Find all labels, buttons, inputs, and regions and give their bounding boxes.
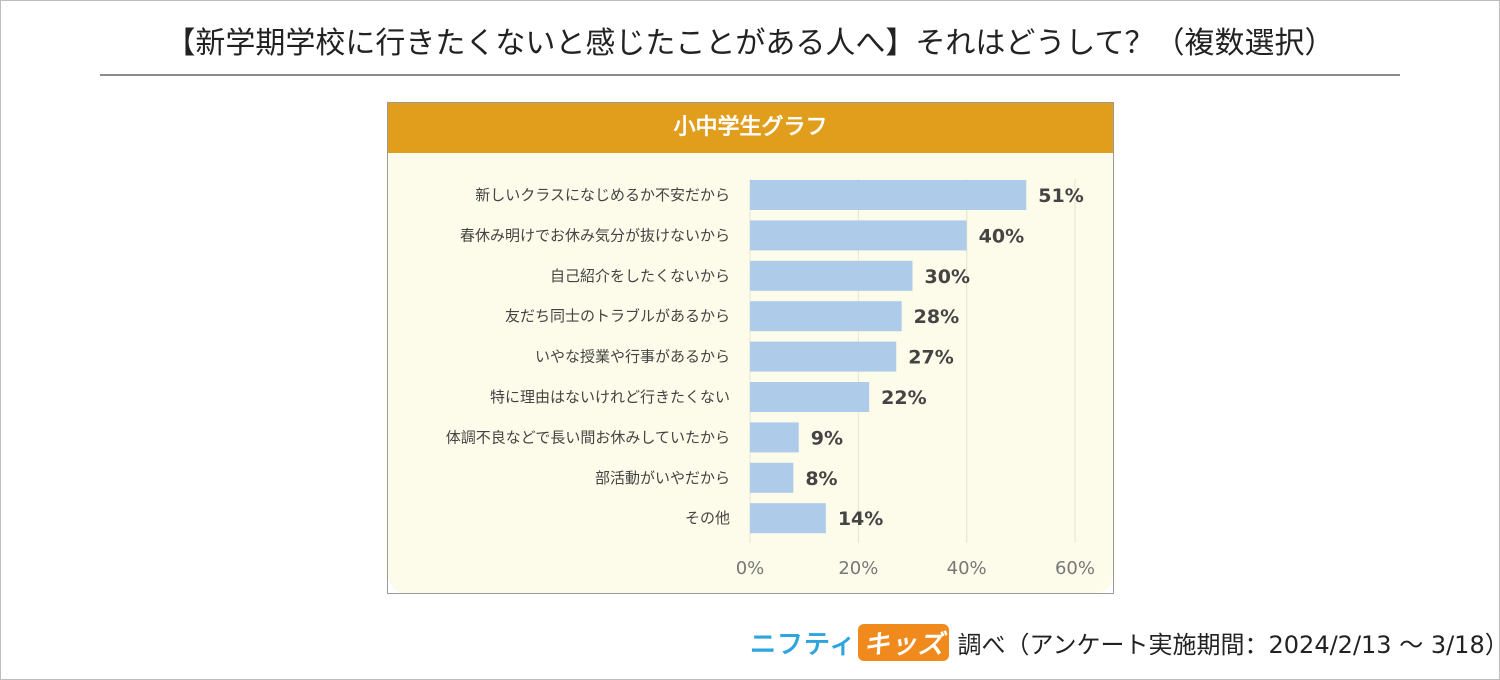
- logo-text-kids: キッズ: [858, 624, 950, 661]
- value-label: 27%: [908, 347, 953, 369]
- value-label: 40%: [979, 225, 1024, 247]
- page-title: 【新学期学校に行きたくないと感じたことがある人へ】それはどうして？（複数選択）: [165, 26, 1335, 61]
- category-label: 体調不良などで長い間お休みしていたから: [446, 428, 730, 446]
- category-label: いやな授業や行事があるから: [535, 348, 730, 366]
- category-label: 友だち同士のトラブルがあるから: [505, 307, 730, 325]
- category-label: 部活動がいやだから: [595, 469, 730, 487]
- value-label: 8%: [805, 468, 837, 490]
- x-tick-label: 20%: [838, 558, 878, 579]
- bar: [750, 341, 897, 372]
- value-label: 30%: [925, 266, 970, 288]
- bar: [750, 260, 913, 291]
- credit-line: ニフティ キッズ 調べ（アンケート実施期間：2024/2/13 ～ 3/18）: [750, 624, 1500, 661]
- bar: [750, 503, 826, 534]
- bar: [750, 180, 1027, 210]
- logo-text-nifty: ニフティ: [750, 630, 857, 660]
- survey-period-text: 調べ（アンケート実施期間：2024/2/13 ～ 3/18）: [957, 631, 1500, 659]
- category-label: 自己紹介をしたくないから: [550, 267, 730, 285]
- chart-header: 小中学生グラフ: [388, 103, 1113, 153]
- category-label: 特に理由はないけれど行きたくない: [490, 388, 730, 406]
- value-label: 22%: [881, 387, 926, 409]
- nifty-kids-logo: ニフティ キッズ: [750, 624, 951, 661]
- x-tick-label: 0%: [736, 558, 765, 579]
- title-divider: [100, 74, 1400, 76]
- value-label: 28%: [914, 306, 959, 328]
- category-label: 春休み明けでお休み気分が抜けないから: [460, 226, 730, 244]
- x-tick-label: 60%: [1055, 558, 1095, 579]
- category-label: その他: [685, 509, 730, 527]
- bar: [750, 422, 799, 453]
- category-label: 新しいクラスになじめるか不安だから: [475, 186, 730, 204]
- x-tick-label: 40%: [947, 558, 987, 579]
- value-label: 9%: [811, 427, 843, 449]
- bar: [750, 382, 870, 412]
- value-label: 51%: [1038, 185, 1083, 207]
- chart-panel: 小中学生グラフ 新しいクラスになじめるか不安だから 51% 春休み明けでお休み気分が…: [387, 102, 1114, 594]
- bar: [750, 462, 794, 493]
- bar: [750, 220, 967, 251]
- bar: [750, 301, 902, 332]
- value-label: 14%: [838, 508, 883, 530]
- bar-chart: 新しいクラスになじめるか不安だから 51% 春休み明けでお休み気分が抜けないから 40…: [446, 179, 1095, 579]
